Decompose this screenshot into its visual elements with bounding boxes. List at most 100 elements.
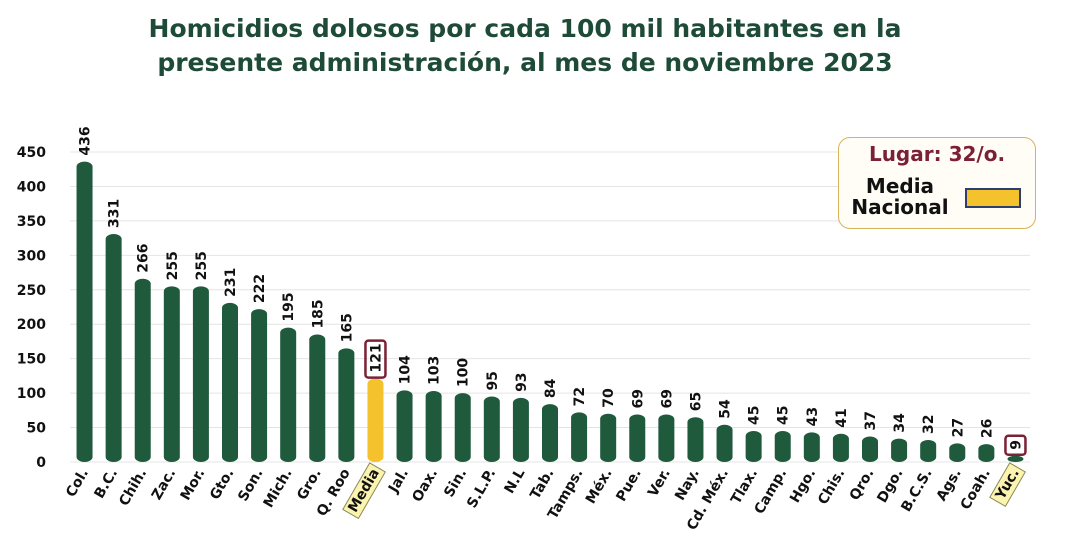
value-label: 70	[601, 388, 617, 408]
x-tick-label: Coah.	[958, 466, 994, 513]
value-label: 331	[107, 199, 123, 228]
y-tick-label: 400	[17, 179, 46, 195]
x-tick-label: Chis.	[815, 466, 848, 508]
bar	[338, 348, 355, 462]
bar	[251, 309, 268, 462]
x-tick-label: Ver.	[645, 466, 674, 500]
bar	[280, 327, 297, 462]
y-tick-label: 250	[17, 283, 46, 299]
value-label-box	[364, 339, 387, 379]
value-label: 100	[456, 358, 472, 387]
legend-rank: Lugar: 32/o.	[868, 142, 1006, 166]
value-label: 45	[747, 406, 763, 425]
value-label: 104	[398, 355, 414, 384]
value-label: 32	[921, 414, 937, 433]
bar	[76, 161, 93, 462]
bar	[949, 443, 966, 462]
bar	[425, 391, 442, 462]
bar	[629, 414, 646, 462]
bar	[367, 378, 384, 462]
x-tick-label: Mich.	[261, 466, 296, 511]
value-label: 231	[223, 268, 239, 297]
x-tick-label: Méx.	[583, 466, 616, 507]
bar	[192, 286, 209, 462]
legend: Lugar: 32/o. Media Nacional	[838, 137, 1036, 229]
value-label: 69	[630, 389, 646, 408]
y-tick-label: 100	[17, 386, 46, 402]
bar	[309, 334, 326, 462]
y-tick-label: 150	[17, 352, 46, 368]
y-tick-label: 200	[17, 317, 46, 333]
value-label: 436	[78, 126, 94, 155]
bar	[222, 302, 238, 462]
y-tick-label: 450	[17, 145, 46, 161]
y-tick-label: 50	[27, 421, 47, 437]
legend-swatch	[965, 188, 1021, 208]
value-label: 9	[1008, 440, 1024, 450]
value-label: 27	[950, 418, 966, 437]
x-label-highlight	[342, 462, 386, 520]
value-label: 121	[368, 343, 384, 372]
value-label: 72	[572, 387, 588, 406]
bar	[774, 431, 791, 462]
y-tick-label: 0	[36, 455, 46, 471]
bar	[542, 404, 558, 462]
x-tick-label: Sin.	[441, 466, 470, 500]
x-tick-label: Tab.	[527, 466, 557, 502]
x-tick-label: N.L	[502, 466, 529, 497]
legend-label: Media Nacional	[851, 174, 949, 219]
x-tick-label: S.L.P.	[464, 466, 499, 511]
x-tick-label: Zac.	[149, 466, 179, 503]
x-tick-label: Nay.	[672, 466, 703, 503]
value-label: 95	[485, 371, 501, 390]
value-label: 41	[834, 408, 850, 427]
value-label: 34	[892, 413, 908, 433]
bar	[600, 413, 617, 462]
y-tick-label: 300	[17, 248, 46, 264]
x-tick-label: Mor.	[178, 466, 209, 503]
bar	[978, 444, 995, 462]
bar	[687, 417, 704, 462]
bar	[803, 432, 820, 462]
value-label: 45	[776, 406, 792, 425]
value-label: 103	[427, 356, 443, 385]
value-label-box	[1004, 434, 1027, 457]
bar	[396, 390, 413, 462]
value-label: 222	[252, 274, 268, 303]
value-label: 165	[339, 313, 355, 342]
bar	[163, 286, 180, 462]
x-tick-label: Pue.	[613, 466, 644, 504]
bar	[134, 278, 151, 462]
value-label: 43	[805, 407, 821, 426]
x-tick-label: Chih.	[116, 466, 150, 509]
x-tick-label: Oax.	[409, 466, 441, 505]
value-label: 26	[979, 419, 995, 438]
x-tick-label: Ags.	[934, 466, 965, 504]
bar	[891, 438, 908, 462]
bar	[571, 412, 588, 462]
bar	[1007, 455, 1024, 462]
bar	[512, 397, 529, 462]
y-tick-label: 350	[17, 214, 46, 230]
x-tick-label: Jal.	[385, 466, 412, 496]
x-tick-label: Col.	[63, 466, 92, 500]
bar	[658, 414, 675, 462]
bar	[454, 393, 471, 462]
bar	[716, 424, 733, 462]
value-label: 195	[281, 292, 297, 321]
value-label: 37	[863, 411, 879, 430]
value-label: 69	[659, 389, 675, 408]
x-tick-label: Qro.	[847, 466, 878, 503]
value-label: 84	[543, 378, 559, 398]
x-tick-label: Gto.	[207, 466, 237, 503]
x-tick-label: Gro.	[294, 466, 325, 503]
chart-title: Homicidios dolosos por cada 100 mil habi…	[148, 14, 902, 77]
bar	[862, 436, 878, 462]
value-label: 266	[136, 244, 152, 273]
value-label: 54	[718, 399, 734, 419]
value-label: 93	[514, 372, 530, 391]
value-label: 255	[165, 251, 181, 280]
value-label: 185	[310, 299, 326, 328]
bar	[745, 431, 762, 462]
